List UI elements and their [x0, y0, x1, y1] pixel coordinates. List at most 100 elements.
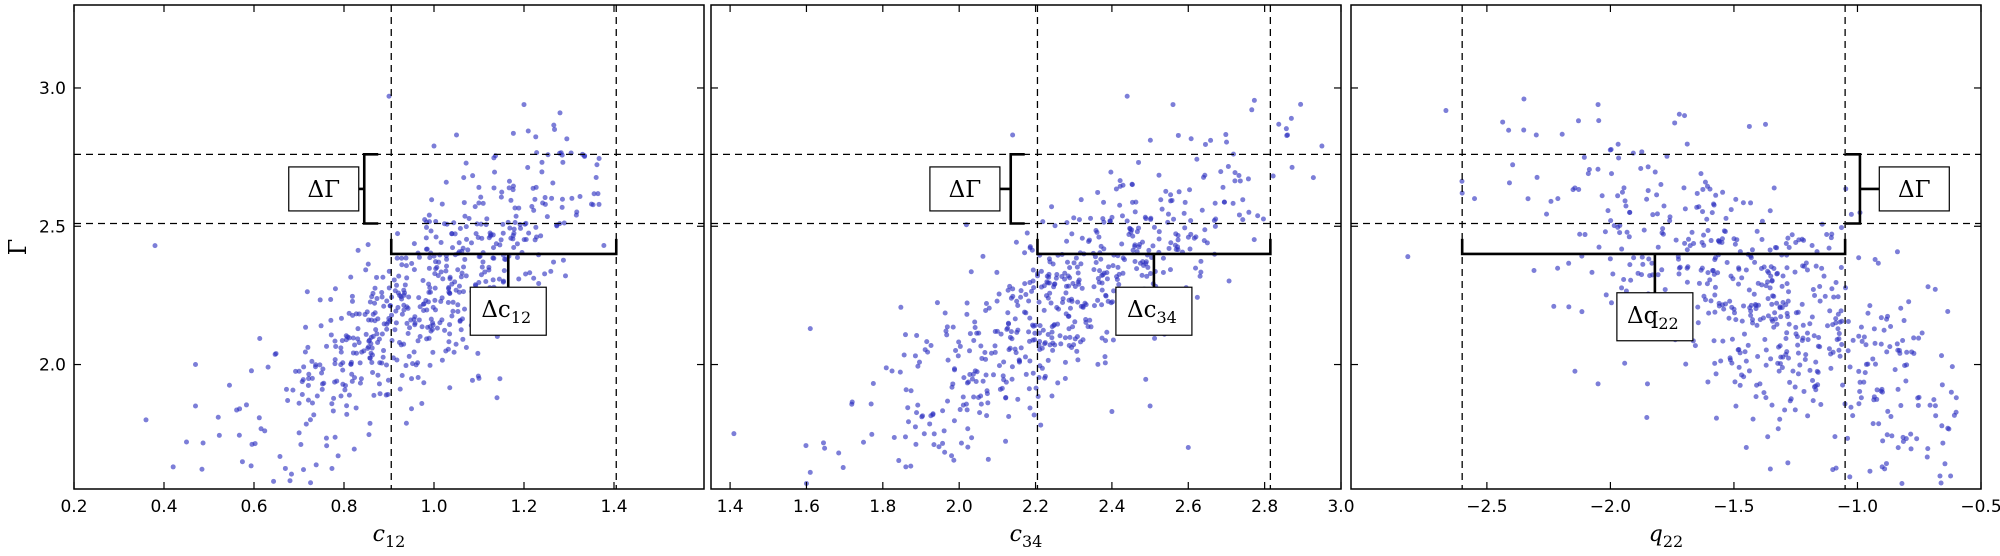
data-point — [353, 405, 359, 411]
data-point — [1221, 199, 1227, 205]
data-point — [1835, 294, 1841, 300]
data-point — [1628, 277, 1634, 283]
data-point — [1900, 338, 1906, 344]
data-point — [402, 290, 408, 296]
data-point — [1212, 223, 1218, 229]
data-point — [1763, 347, 1769, 353]
data-point — [1067, 334, 1073, 340]
data-point — [1701, 232, 1707, 238]
x-axis-ticks: −2.5 −2.0 −1.5 −1.0 −0.5 — [1466, 5, 2000, 517]
data-point — [1897, 350, 1903, 356]
data-point — [1825, 323, 1831, 329]
data-point — [992, 343, 998, 349]
data-point — [193, 362, 198, 368]
delta-x-label-main: Δc — [1127, 297, 1157, 323]
data-point — [1223, 132, 1229, 138]
data-point — [502, 256, 508, 262]
data-point — [490, 277, 496, 283]
data-point — [1753, 306, 1759, 312]
data-point — [1040, 327, 1046, 333]
data-point — [308, 480, 314, 486]
data-point — [1531, 267, 1537, 273]
data-point — [1130, 233, 1136, 239]
data-point — [1065, 273, 1071, 279]
data-point — [914, 333, 920, 339]
data-point — [928, 413, 934, 419]
data-point — [803, 443, 809, 449]
data-point — [1894, 341, 1900, 347]
data-point — [417, 334, 423, 340]
data-point — [1845, 348, 1851, 354]
data-point — [363, 267, 369, 273]
data-point — [1074, 348, 1080, 354]
data-point — [1078, 197, 1084, 203]
data-point — [1062, 375, 1068, 381]
data-point — [1000, 373, 1006, 379]
data-point — [349, 378, 355, 384]
data-point — [1045, 280, 1051, 286]
data-point — [356, 311, 362, 317]
data-point — [1749, 247, 1755, 253]
data-point — [1038, 422, 1044, 428]
data-point — [507, 225, 513, 231]
data-point — [403, 263, 409, 269]
data-point — [422, 217, 428, 223]
data-point — [593, 175, 599, 181]
data-point — [1166, 245, 1172, 251]
data-point — [1880, 438, 1886, 444]
data-point — [1694, 204, 1700, 210]
data-point — [1733, 403, 1739, 409]
data-point — [1773, 316, 1779, 322]
data-point — [1659, 267, 1665, 273]
data-point — [986, 305, 992, 311]
data-point — [1729, 304, 1735, 310]
data-point — [1051, 322, 1057, 328]
data-point — [404, 320, 410, 326]
data-point — [461, 175, 467, 181]
data-point — [1031, 412, 1037, 418]
data-point — [277, 453, 283, 459]
data-point — [1319, 143, 1325, 149]
data-point — [1534, 174, 1540, 180]
data-point — [1654, 211, 1660, 217]
data-point — [305, 397, 311, 403]
data-point — [1608, 300, 1614, 306]
data-point — [1626, 234, 1632, 240]
data-point — [332, 357, 338, 363]
scatter-points — [731, 93, 1325, 486]
data-point — [338, 393, 344, 399]
data-point — [1035, 393, 1041, 399]
data-point — [317, 362, 323, 368]
data-point — [432, 297, 438, 303]
data-point — [470, 173, 476, 179]
data-point — [1704, 183, 1710, 189]
data-point — [953, 347, 959, 353]
data-point — [1720, 189, 1726, 195]
data-point — [476, 254, 482, 260]
data-point — [1748, 312, 1754, 318]
data-point — [440, 276, 446, 282]
data-point — [1506, 127, 1512, 133]
data-point — [1754, 228, 1760, 234]
data-point — [1096, 234, 1102, 240]
data-point — [1197, 273, 1203, 279]
data-point — [1521, 127, 1527, 133]
data-point — [1645, 164, 1651, 170]
data-point — [1627, 209, 1633, 215]
data-point — [1836, 331, 1842, 337]
data-point — [1708, 298, 1714, 304]
data-point — [340, 367, 346, 373]
data-point — [1940, 440, 1946, 446]
data-point — [1055, 321, 1061, 327]
x-axis-label-main: c — [373, 522, 385, 547]
data-point — [1599, 193, 1605, 199]
data-point — [1833, 279, 1839, 285]
data-point — [1826, 245, 1832, 251]
data-point — [1765, 313, 1771, 319]
data-point — [994, 328, 1000, 334]
data-point — [1894, 249, 1900, 255]
data-point — [1310, 175, 1316, 181]
data-point — [1086, 237, 1092, 243]
data-point — [338, 362, 344, 368]
data-point — [1015, 303, 1021, 309]
